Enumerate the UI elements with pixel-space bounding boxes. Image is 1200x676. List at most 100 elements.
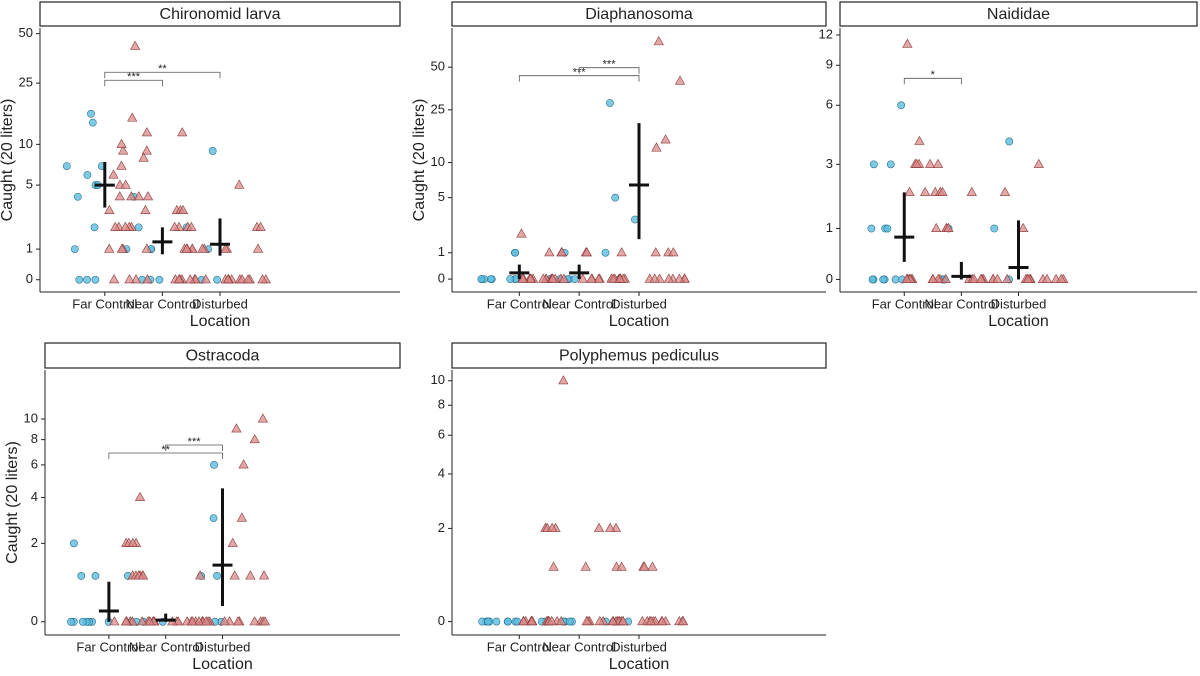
point (120, 616, 132, 626)
point (506, 275, 515, 283)
point (548, 561, 559, 571)
point (259, 616, 271, 626)
point (547, 522, 558, 532)
point (104, 204, 115, 215)
point (116, 243, 128, 253)
point (229, 570, 240, 580)
point (83, 171, 92, 179)
y-tick-label: 6 (438, 427, 445, 442)
point (220, 243, 231, 253)
point (614, 273, 626, 283)
y-tick-label: 0 (438, 613, 445, 628)
point (227, 537, 238, 547)
point (73, 192, 82, 201)
panel-title: Naididae (987, 6, 1050, 23)
point (138, 152, 149, 162)
bracket (104, 79, 163, 87)
point (185, 274, 196, 284)
panel-header (839, 1, 1198, 27)
point (594, 615, 605, 626)
y-tick-label: 0 (438, 271, 445, 286)
point (653, 36, 664, 46)
x-tick-label: Near Control (542, 639, 616, 654)
point (195, 570, 206, 580)
point (108, 169, 119, 179)
y-tick-label: 50 (431, 59, 445, 74)
y-axis-label: Caught (20 liters) (411, 99, 428, 222)
point (477, 275, 486, 283)
point (869, 160, 878, 169)
x-tick-label: Near Control (126, 296, 200, 311)
point (1056, 273, 1067, 283)
point (932, 158, 944, 168)
panel-header (39, 1, 401, 27)
point (213, 572, 221, 580)
point (137, 570, 149, 580)
point (580, 561, 591, 571)
point (937, 186, 948, 196)
point (674, 75, 686, 85)
point (130, 274, 142, 284)
point (234, 179, 245, 189)
point (616, 247, 627, 257)
point (116, 160, 127, 170)
point (927, 273, 938, 283)
x-axis-label: Location (609, 656, 670, 671)
point (130, 40, 141, 50)
point (200, 616, 212, 626)
x-tick-label: Far Control (72, 296, 137, 311)
point (668, 247, 679, 257)
panel-header (451, 1, 827, 27)
significance-label: *** (603, 59, 617, 71)
point (75, 275, 84, 284)
bracket (104, 71, 221, 79)
y-tick-label: 1 (826, 220, 833, 235)
point (651, 142, 662, 152)
point (236, 512, 247, 522)
y-tick-label: 3 (826, 156, 833, 171)
panel-header (44, 342, 401, 369)
panel-title: Ostracoda (186, 348, 260, 365)
point (88, 118, 97, 127)
point (558, 375, 569, 385)
point (136, 616, 148, 626)
point (242, 274, 254, 284)
x-axis-label: Location (192, 656, 253, 671)
point (902, 38, 913, 48)
point (83, 275, 91, 284)
point (601, 248, 610, 257)
point (511, 248, 520, 257)
bracket (165, 444, 223, 451)
point (990, 224, 999, 233)
y-tick-label: 10 (24, 410, 38, 425)
panel-title: Diaphanosoma (585, 6, 693, 23)
point (581, 615, 592, 626)
bracket (518, 75, 640, 82)
point (187, 616, 198, 626)
significance-label: *** (188, 436, 202, 448)
point (558, 273, 570, 283)
point (193, 616, 205, 626)
point (1033, 158, 1044, 168)
point (897, 101, 906, 110)
point (943, 222, 954, 233)
point (62, 162, 71, 171)
point (181, 243, 192, 253)
point (544, 247, 555, 257)
bracket (108, 452, 223, 459)
point (1005, 137, 1014, 146)
point (975, 273, 986, 283)
point (141, 145, 152, 155)
significance-label: * (931, 69, 936, 81)
point (608, 273, 619, 283)
point (142, 191, 154, 201)
point (208, 147, 217, 155)
x-tick-label: Far Control (487, 296, 552, 311)
point (249, 434, 260, 444)
y-tick-label: 10 (431, 372, 445, 387)
point (593, 522, 605, 532)
point (649, 273, 660, 283)
point (186, 221, 197, 231)
point (134, 223, 143, 232)
point (210, 460, 218, 469)
